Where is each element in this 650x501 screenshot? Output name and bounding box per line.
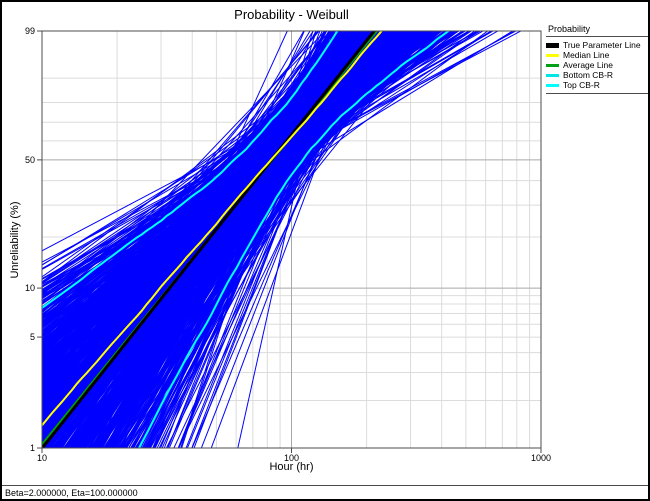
y-axis-title: Unreliability (%): [9, 201, 21, 279]
legend-item-median-line: Median Line: [546, 50, 648, 60]
x-axis-title: Hour (hr): [269, 461, 314, 473]
legend-title-divider: [546, 36, 648, 37]
legend-item-top-cb-r: Top CB-R: [546, 80, 648, 90]
y-tick-label: 1: [30, 443, 35, 453]
legend-item-label: Bottom CB-R: [563, 70, 614, 80]
legend-item-label: True Parameter Line: [563, 40, 641, 50]
legend-item-true-parameter-line: True Parameter Line: [546, 40, 648, 50]
y-tick-label: 99: [25, 26, 35, 36]
legend-swatch-top-cb-r: [546, 83, 559, 87]
median-line: [42, 31, 383, 426]
legend-swatch-median-line: [546, 53, 559, 57]
legend-item-average-line: Average Line: [546, 60, 648, 70]
legend: Probability True Parameter Line Median Li…: [546, 24, 648, 97]
y-tick-label: 5: [30, 332, 35, 342]
x-tick-label: 100: [284, 453, 299, 463]
axis-ticks: [37, 30, 542, 453]
true-parameter-line: [42, 31, 377, 448]
status-text: Beta=2.000000, Eta=100.000000: [5, 488, 138, 498]
x-tick-label: 10: [37, 453, 47, 463]
legend-title: Probability: [548, 24, 591, 34]
top-cb-r-line: [42, 31, 339, 309]
y-tick-label: 10: [25, 283, 35, 293]
legend-items: True Parameter Line Median Line Average Li…: [546, 40, 648, 90]
legend-item-label: Average Line: [563, 60, 613, 70]
y-tick-label: 50: [25, 155, 35, 165]
legend-swatch-bottom-cb-r: [546, 73, 559, 77]
legend-item-label: Top CB-R: [563, 80, 600, 90]
monte-carlo-lines: [42, 31, 522, 448]
legend-swatch-true-parameter-line: [546, 42, 559, 48]
chart-title: Probability - Weibull: [234, 7, 349, 22]
plot-lines: [42, 31, 522, 448]
status-bar-divider: [2, 485, 648, 486]
legend-bottom-divider: [546, 93, 648, 94]
legend-item-bottom-cb-r: Bottom CB-R: [546, 70, 648, 80]
bottom-cb-r-line: [138, 31, 451, 448]
legend-item-label: Median Line: [563, 50, 610, 60]
x-tick-label: 1000: [531, 453, 551, 463]
legend-swatch-average-line: [546, 63, 559, 67]
